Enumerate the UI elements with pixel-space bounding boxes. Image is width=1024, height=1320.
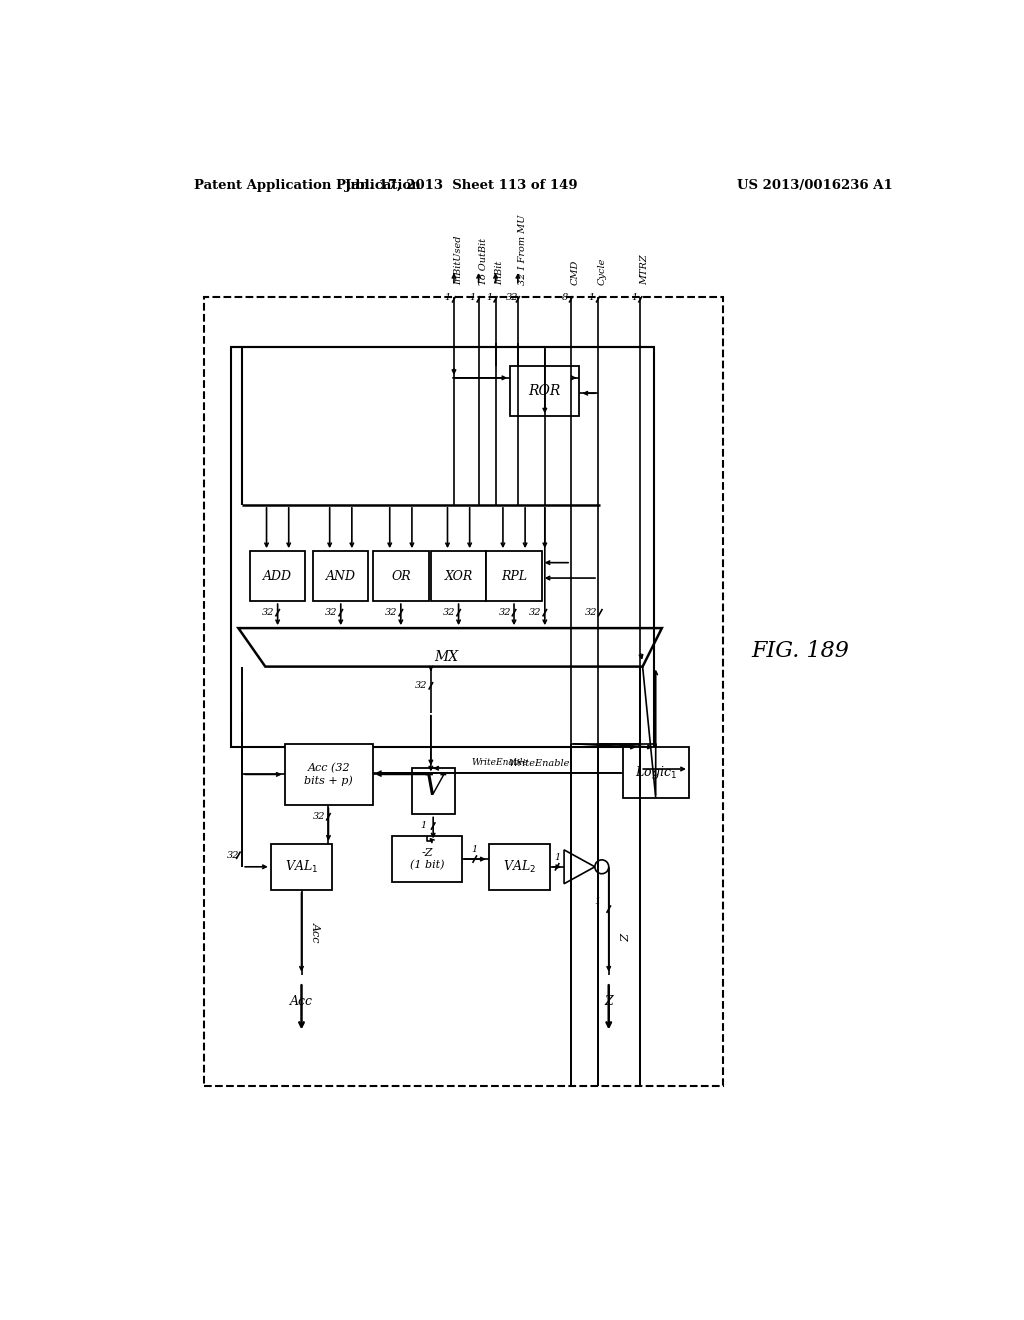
Bar xyxy=(285,743,373,805)
Text: 8: 8 xyxy=(562,293,568,301)
Text: 1: 1 xyxy=(472,845,478,854)
Text: Cycle: Cycle xyxy=(598,259,607,285)
Text: 1: 1 xyxy=(421,821,427,830)
Text: 32: 32 xyxy=(313,812,326,821)
Text: 32: 32 xyxy=(443,609,456,618)
Text: 1: 1 xyxy=(486,293,493,301)
Text: VAL$_1$: VAL$_1$ xyxy=(285,859,318,875)
Text: 32: 32 xyxy=(416,681,428,690)
Text: Patent Application Publication: Patent Application Publication xyxy=(194,178,421,191)
Bar xyxy=(230,347,654,747)
Text: ROR: ROR xyxy=(528,384,561,399)
Text: FIG. 189: FIG. 189 xyxy=(752,640,849,663)
Bar xyxy=(250,552,305,601)
Bar xyxy=(486,552,542,601)
Text: 32: 32 xyxy=(262,609,274,618)
Bar xyxy=(624,747,689,797)
Text: 1: 1 xyxy=(631,293,637,301)
Text: CMD: CMD xyxy=(571,260,580,285)
Text: Acc: Acc xyxy=(310,921,321,942)
Text: Logic$_1$: Logic$_1$ xyxy=(635,764,677,781)
Text: Z: Z xyxy=(604,995,613,1008)
Text: WriteEnable: WriteEnable xyxy=(472,758,528,767)
Text: 1: 1 xyxy=(589,293,595,301)
Text: InBit: InBit xyxy=(496,261,505,285)
Bar xyxy=(510,367,580,416)
Bar xyxy=(313,552,369,601)
Bar xyxy=(270,843,333,890)
Text: 32: 32 xyxy=(506,293,518,301)
Bar xyxy=(488,843,550,890)
Text: Z: Z xyxy=(617,932,628,940)
Text: V: V xyxy=(423,774,443,801)
Bar xyxy=(431,552,486,601)
Text: 32: 32 xyxy=(529,609,542,618)
Text: AND: AND xyxy=(326,570,355,582)
Text: XOR: XOR xyxy=(444,570,473,582)
Bar xyxy=(204,297,724,1086)
Text: 1: 1 xyxy=(469,293,475,301)
Text: US 2013/0016236 A1: US 2013/0016236 A1 xyxy=(737,178,893,191)
Text: 32: 32 xyxy=(226,851,240,859)
Text: InBitUsed: InBitUsed xyxy=(454,236,463,285)
Text: 1: 1 xyxy=(554,853,560,862)
Text: 32: 32 xyxy=(499,609,511,618)
Text: Acc: Acc xyxy=(290,995,313,1008)
Text: Jan. 17, 2013  Sheet 113 of 149: Jan. 17, 2013 Sheet 113 of 149 xyxy=(345,178,578,191)
Bar xyxy=(373,552,429,601)
Text: -Z
(1 bit): -Z (1 bit) xyxy=(410,849,444,870)
Text: 32: 32 xyxy=(326,609,338,618)
Text: 1: 1 xyxy=(594,898,600,906)
Text: WriteEnable: WriteEnable xyxy=(508,759,569,768)
Text: VAL$_2$: VAL$_2$ xyxy=(503,859,536,875)
Text: MX: MX xyxy=(434,649,459,664)
Text: To OutBit: To OutBit xyxy=(478,239,487,285)
Text: ADD: ADD xyxy=(263,570,292,582)
Text: 32 I From MU: 32 I From MU xyxy=(518,215,527,285)
Text: MTRZ: MTRZ xyxy=(640,255,649,285)
Text: 32: 32 xyxy=(585,609,597,618)
Bar xyxy=(413,768,455,814)
Bar xyxy=(392,836,462,882)
Text: Acc (32
bits + p): Acc (32 bits + p) xyxy=(304,763,353,785)
Text: RPL: RPL xyxy=(501,570,527,582)
Text: 32: 32 xyxy=(385,609,398,618)
Text: 1: 1 xyxy=(444,293,451,301)
Text: OR: OR xyxy=(391,570,411,582)
